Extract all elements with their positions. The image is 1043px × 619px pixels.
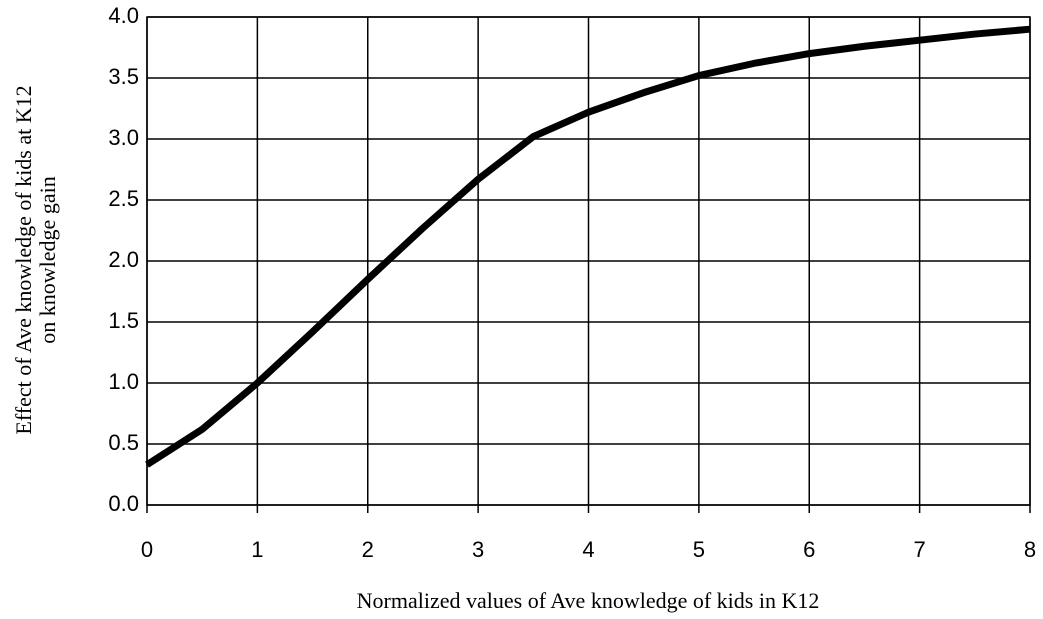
y-tick-label: 2.5 (108, 186, 139, 211)
x-tick-label: 4 (582, 537, 594, 562)
y-axis-title: on knowledge gain (35, 176, 60, 343)
x-tick-label: 3 (472, 537, 484, 562)
y-axis-title: Effect of Ave knowledge of kids at K12 (11, 85, 36, 434)
y-tick-label: 0.0 (108, 491, 139, 516)
x-tick-label: 2 (362, 537, 374, 562)
y-tick-label: 4.0 (108, 3, 139, 28)
y-tick-label: 1.0 (108, 369, 139, 394)
y-tick-label: 3.0 (108, 125, 139, 150)
y-tick-label: 2.0 (108, 247, 139, 272)
x-tick-label: 8 (1024, 537, 1036, 562)
y-tick-label: 1.5 (108, 308, 139, 333)
x-tick-label: 7 (914, 537, 926, 562)
x-tick-label: 1 (251, 537, 263, 562)
x-tick-label: 6 (803, 537, 815, 562)
plot-frame (146, 16, 1031, 506)
y-tick-label: 0.5 (108, 430, 139, 455)
x-axis-title: Normalized values of Ave knowledge of ki… (357, 588, 820, 613)
data-line (145, 25, 1031, 468)
x-tick-label: 5 (693, 537, 705, 562)
x-tick-label: 0 (141, 537, 153, 562)
y-tick-label: 3.5 (108, 64, 139, 89)
